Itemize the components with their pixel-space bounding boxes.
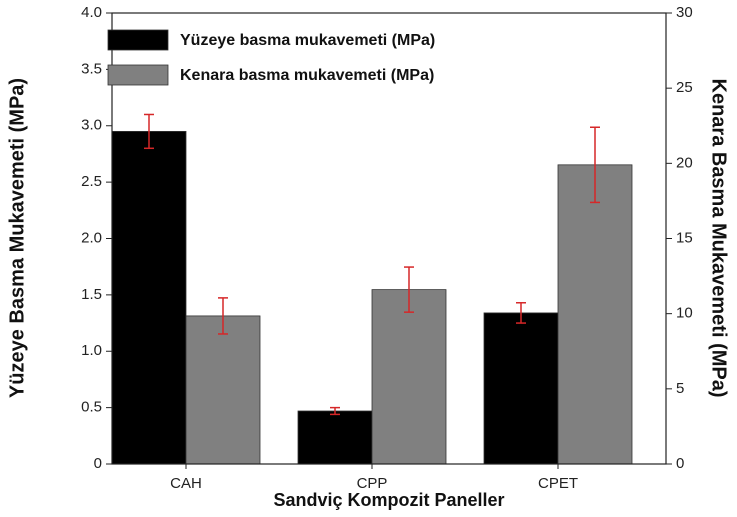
y-tick-label: 2.5: [81, 173, 102, 190]
y-tick-label: 0.5: [81, 399, 102, 416]
y2-tick-label: 5: [676, 380, 684, 397]
y2-tick-label: 25: [676, 79, 693, 96]
error-bar: [144, 113, 154, 150]
x-tick-label: CPET: [538, 475, 578, 492]
y2-tick-label: 0: [676, 455, 684, 472]
y-tick-label: 1.0: [81, 342, 102, 359]
y2-tick-label: 30: [676, 4, 693, 21]
y-tick-label: 1.5: [81, 286, 102, 303]
legend-swatch: [107, 29, 169, 51]
legend-swatch: [107, 64, 169, 86]
y2-tick-label: 20: [676, 154, 693, 171]
error-bar: [218, 297, 228, 335]
x-tick-label: CPP: [357, 475, 388, 492]
y-tick-label: 3.0: [81, 117, 102, 134]
y-tick-label: 4.0: [81, 4, 102, 21]
y-tick-label: 3.5: [81, 60, 102, 77]
y-tick-label: 2.0: [81, 229, 102, 246]
y-tick-label: 0: [94, 455, 102, 472]
error-bar: [516, 302, 526, 324]
x-axis-title: Sandviç Kompozit Paneller: [273, 490, 504, 510]
y2-tick-label: 15: [676, 229, 693, 246]
bar: [371, 289, 447, 465]
error-bar: [404, 266, 414, 313]
legend-label: Yüzeye basma mukavemeti (MPa): [180, 32, 435, 49]
legend-label: Kenara basma mukavemeti (MPa): [180, 67, 434, 84]
bar: [297, 410, 373, 465]
y-axis-title: Yüzeye Basma Mukavemeti (MPa): [6, 78, 28, 398]
y2-tick-label: 10: [676, 305, 693, 322]
bar: [557, 164, 633, 465]
error-bar: [330, 406, 340, 416]
bar: [185, 315, 261, 465]
bar: [111, 130, 187, 465]
x-tick-label: CAH: [170, 475, 202, 492]
y2-axis-title: Kenara Basma Mukavemeti (MPa): [708, 78, 730, 397]
bar: [483, 312, 559, 465]
error-bar: [590, 126, 600, 204]
